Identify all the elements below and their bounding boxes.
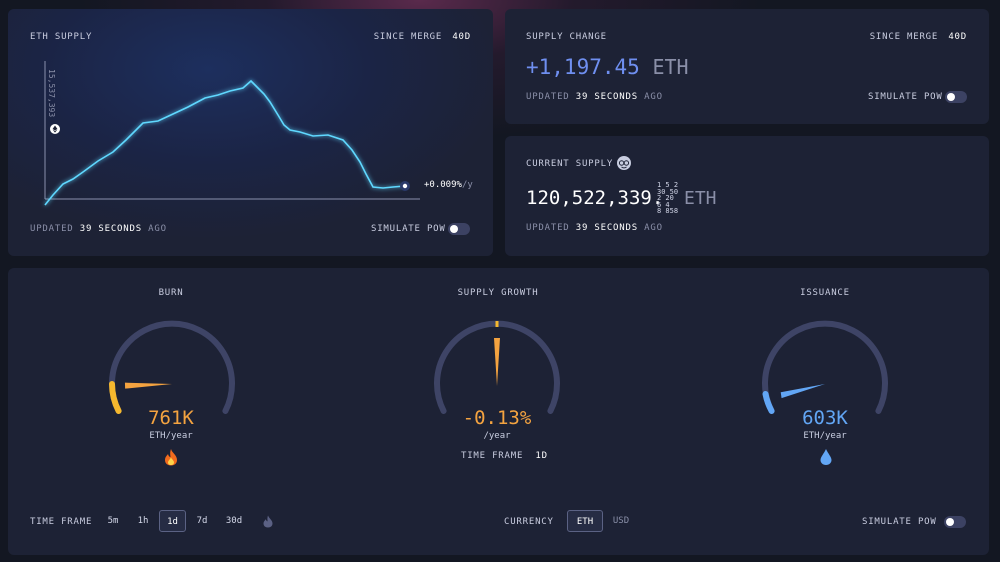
- supply-change-title: SUPPLY CHANGE: [526, 32, 607, 42]
- updated-prefix: UPDATED: [526, 92, 570, 102]
- updated-suffix: AGO: [644, 223, 663, 233]
- updated-suffix: AGO: [148, 224, 167, 234]
- current-supply-card: CURRENT SUPPLY 120,522,339. 1 5 2 30 50 …: [505, 136, 989, 256]
- growth-timeframe-value: 1d: [535, 451, 548, 461]
- issuance-gauge-fill: [762, 391, 775, 414]
- supply-rate-value: +0.009%: [424, 180, 462, 190]
- updated-value: 39 SECONDS: [575, 223, 638, 233]
- since-merge-fire-icon[interactable]: [262, 515, 274, 528]
- issuance-value: 603K: [802, 407, 848, 429]
- burn-value: 761K: [148, 407, 194, 429]
- current-supply-value: 120,522,339.: [526, 187, 664, 209]
- burn-title: BURN: [158, 288, 184, 298]
- footer-simulate-toggle[interactable]: [944, 516, 966, 528]
- issuance-gauge: [762, 320, 888, 414]
- current-supply-decimals: 1 5 2 30 50 2 20 6 4 8 858: [657, 182, 678, 215]
- decimal-line: 30 50: [657, 187, 679, 196]
- decimal-line: 2 20: [657, 194, 674, 202]
- issuance-gauge-needle: [780, 384, 825, 399]
- footer-timeframe-label: TIME FRAME: [30, 517, 93, 527]
- decimal-line: 8 858: [657, 207, 679, 215]
- burn-gauge-fill: [109, 381, 122, 414]
- supply-change-updated: UPDATED 39 SECONDS AGO: [526, 92, 663, 102]
- issuance-title: ISSUANCE: [800, 288, 850, 298]
- burn-gauge-track: [109, 320, 235, 414]
- since-merge-text: SINCE MERGE: [869, 32, 939, 42]
- eth-diamond-icon: [52, 125, 58, 133]
- issuance-gauge-track: [762, 320, 888, 414]
- supply-change-since: SINCE MERGE 40d: [870, 32, 967, 42]
- growth-timeframe: TIME FRAME 1d: [461, 451, 548, 461]
- currency-label: CURRENCY: [504, 517, 554, 527]
- growth-gauge-needle: [494, 338, 500, 386]
- eth-supply-card: ETH SUPPLY SINCE MERGE 40d 15,537,393 +0…: [8, 9, 493, 256]
- updated-value: 39 SECONDS: [575, 92, 638, 102]
- nerd-face-icon: [617, 156, 631, 170]
- currency-usd-button[interactable]: USD: [612, 516, 630, 526]
- timeframe-1h-button[interactable]: 1h: [137, 516, 149, 526]
- simulate-pow-toggle[interactable]: [945, 91, 967, 103]
- since-merge-value: 40d: [948, 32, 967, 42]
- updated-prefix: UPDATED: [526, 223, 570, 233]
- updated-value: 39 SECONDS: [79, 224, 142, 234]
- supply-line: [44, 79, 406, 206]
- burn-gauge-needle: [124, 382, 172, 389]
- updated-suffix: AGO: [644, 92, 663, 102]
- current-supply-title: CURRENT SUPPLY: [526, 159, 614, 169]
- timeframe-5m-button[interactable]: 5m: [107, 516, 119, 526]
- simulate-pow-label: SIMULATE PoW: [868, 92, 943, 102]
- supply-change-card: SUPPLY CHANGE SINCE MERGE 40d +1,197.45 …: [505, 9, 989, 124]
- issuance-unit: ETH/year: [803, 431, 847, 441]
- current-supply-unit: ETH: [684, 188, 717, 209]
- currency-eth-button[interactable]: ETH: [567, 510, 603, 532]
- decimal-line: 1 5 2: [657, 181, 679, 189]
- since-merge-text: SINCE MERGE: [373, 32, 443, 42]
- footer-simulate-label: SIMULATE PoW: [862, 517, 937, 527]
- timeframe-7d-button[interactable]: 7d: [196, 516, 208, 526]
- growth-value: -0.13%: [462, 407, 532, 429]
- current-supply-updated: UPDATED 39 SECONDS AGO: [526, 223, 663, 233]
- simulate-pow-label: SIMULATE PoW: [371, 224, 446, 234]
- fire-icon: [165, 449, 177, 466]
- supply-rate-unit: /y: [461, 180, 473, 190]
- supply-change-value: +1,197.45: [526, 55, 640, 79]
- chart-end-dot: [402, 183, 408, 189]
- droplet-icon: [820, 449, 832, 465]
- supply-change-amount: +1,197.45 ETH: [526, 55, 689, 79]
- supply-chart: [44, 61, 420, 206]
- growth-title: SUPPLY GROWTH: [457, 288, 539, 298]
- eth-supply-updated: UPDATED 39 SECONDS AGO: [30, 224, 167, 234]
- burn-unit: ETH/year: [149, 431, 193, 441]
- growth-gauge: [434, 320, 560, 414]
- burn-gauge: [109, 320, 235, 414]
- simulate-pow-toggle[interactable]: [448, 223, 470, 235]
- supply-change-unit: ETH: [652, 55, 689, 79]
- gauges-card: BURN 761K ETH/year SUPPLY GROWTH -0.13% …: [8, 268, 989, 555]
- since-merge-label: SINCE MERGE 40d: [374, 32, 471, 42]
- decimal-line: 6 4: [657, 200, 670, 209]
- timeframe-30d-button[interactable]: 30d: [225, 516, 243, 526]
- growth-unit: /year: [483, 431, 511, 441]
- supply-rate: +0.009%/y: [424, 180, 473, 190]
- growth-timeframe-label: TIME FRAME: [461, 451, 524, 461]
- timeframe-1d-button[interactable]: 1d: [159, 510, 186, 532]
- eth-supply-title: ETH SUPPLY: [30, 32, 93, 42]
- y-axis-tick-label: 15,537,393: [47, 69, 56, 118]
- since-merge-value: 40d: [452, 32, 471, 42]
- updated-prefix: UPDATED: [30, 224, 74, 234]
